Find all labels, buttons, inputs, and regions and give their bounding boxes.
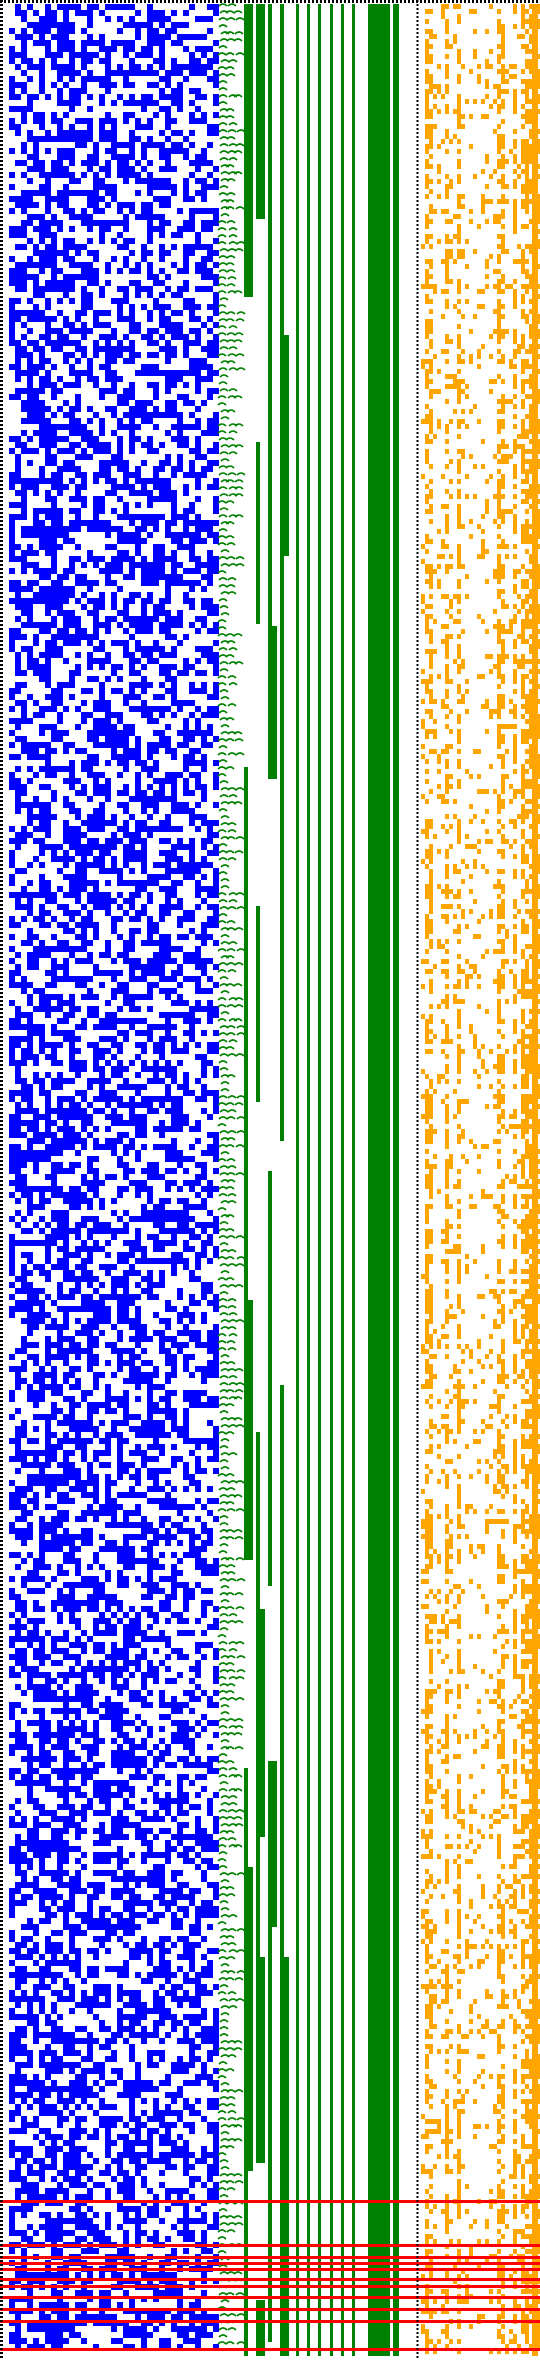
- green-stepped-segment: [244, 1768, 248, 1867]
- orange-cell-grid: [421, 4, 540, 2356]
- green-stepped-segment: [268, 4, 272, 183]
- green-line-3: [318, 4, 321, 2356]
- green-line-1: [296, 4, 299, 2356]
- green-stepped-segment: [280, 4, 284, 88]
- green-line-5: [341, 4, 344, 2356]
- blue-cell-grid: [9, 4, 219, 2350]
- red-line-11: [0, 2348, 540, 2351]
- green-stepped-segment: [256, 1609, 265, 1837]
- green-arcs: [217, 3, 246, 2345]
- green-stepped-segment: [268, 183, 272, 517]
- red-line-10: [0, 2320, 540, 2323]
- green-stepped-segment: [280, 88, 284, 335]
- green-stepped-segment: [268, 1171, 272, 1439]
- green-stepped-segment: [244, 1961, 253, 2171]
- green-line-8: [393, 4, 399, 2356]
- green-stepped-segment: [280, 556, 284, 894]
- green-stepped-segment: [280, 335, 289, 556]
- red-line-1: [0, 2200, 540, 2203]
- green-stepped-segment: [244, 2171, 248, 2266]
- red-line-band: [0, 2198, 540, 2353]
- green-stepped-segment: [268, 2056, 272, 2342]
- green-stepped-segment: [268, 1927, 272, 2056]
- green-line-4: [330, 4, 333, 2356]
- green-stepped-segment: [256, 1837, 260, 1957]
- red-line-9: [0, 2308, 540, 2311]
- green-stepped-segment: [244, 1300, 253, 1560]
- green-stepped-segment: [268, 1761, 277, 1927]
- green-line-7: [368, 4, 390, 2356]
- green-stepped-segment: [244, 1867, 253, 1961]
- red-line-6: [0, 2278, 540, 2281]
- green-stepped-segment: [280, 1957, 289, 2172]
- green-stepped-segment: [244, 4, 253, 297]
- green-line-2: [307, 4, 310, 2356]
- green-stepped-segment: [280, 894, 284, 1141]
- green-stepped-segment: [256, 1432, 260, 1609]
- green-stepped-segment: [268, 626, 277, 779]
- green-stepped-segment: [280, 1628, 284, 1957]
- green-stepped-segment: [256, 4, 265, 219]
- blue-cells: [9, 4, 219, 2350]
- green-stepped-segment: [244, 767, 248, 1027]
- red-line-3: [0, 2256, 540, 2259]
- green-line-6: [352, 4, 355, 2356]
- orange-edge: [532, 4, 538, 2356]
- red-line-8: [0, 2296, 540, 2299]
- red-gap: [408, 2198, 421, 2353]
- green-stepped-segment: [280, 1385, 284, 1628]
- green-wire-column: [217, 3, 399, 2356]
- green-stepped-segment: [256, 1957, 265, 2163]
- green-stepped-segment: [268, 517, 272, 626]
- green-stepped-segment: [256, 2300, 265, 2356]
- red-line-2: [0, 2244, 540, 2247]
- red-line-7: [0, 2285, 540, 2288]
- green-stepped-segment: [256, 906, 260, 1102]
- red-line-5: [0, 2268, 540, 2271]
- red-line-4: [0, 2262, 540, 2265]
- green-stepped-segment: [244, 1027, 248, 1300]
- orange-cells: [421, 4, 540, 2354]
- green-stepped-segment: [256, 442, 260, 624]
- green-stepped-segment: [268, 1439, 272, 1586]
